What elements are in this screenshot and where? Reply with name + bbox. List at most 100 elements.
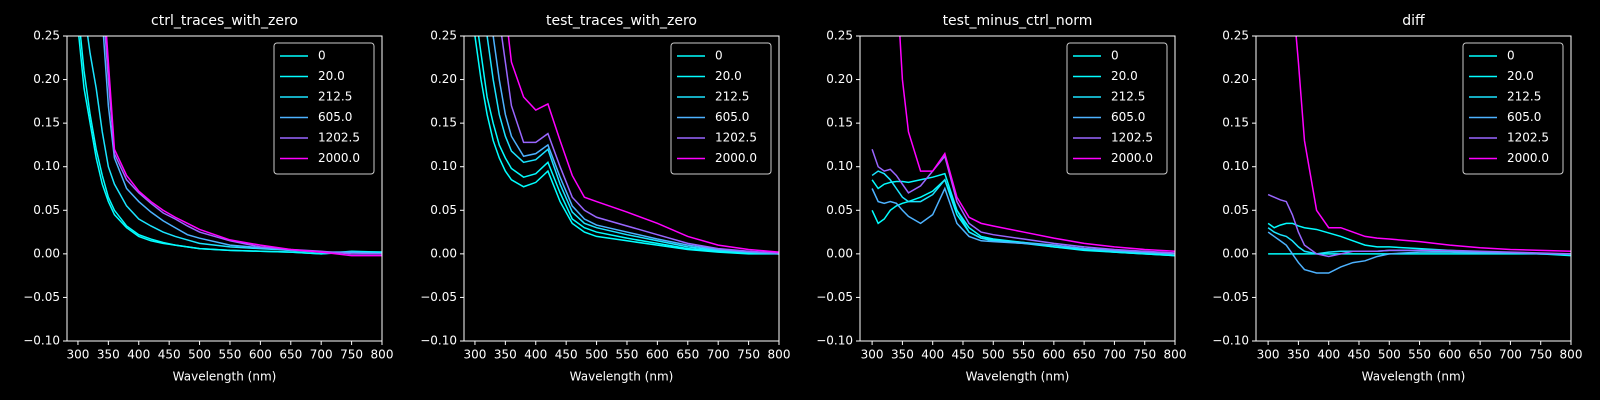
y-tick-label: 0.20 — [826, 72, 853, 86]
x-tick-label: 550 — [219, 348, 242, 362]
y-tick-label: 0.25 — [430, 29, 457, 43]
x-tick-label: 600 — [646, 348, 669, 362]
x-tick-label: 600 — [1438, 348, 1461, 362]
y-tick-label: 0.20 — [430, 72, 457, 86]
x-tick-label: 350 — [97, 348, 120, 362]
x-tick-label: 500 — [585, 348, 608, 362]
x-tick-label: 600 — [249, 348, 272, 362]
axes-frame — [859, 35, 1176, 342]
y-tick-label: 0.25 — [826, 29, 853, 43]
legend: 0 20.0 212.5 605.0 1202.5 2000.0 — [1462, 42, 1564, 175]
y-tick-label: 0.25 — [33, 29, 60, 43]
x-tick-label: 500 — [1378, 348, 1401, 362]
legend-label: 605.0 — [1111, 110, 1145, 124]
y-tick-label: 0.10 — [1222, 159, 1249, 173]
x-tick-label: 700 — [707, 348, 730, 362]
subplot: test_minus_ctrl_norm Wavelength (nm) 300 35… — [816, 13, 1187, 384]
x-tick-label: 550 — [616, 348, 639, 362]
y-tick-label: 0.15 — [1222, 116, 1249, 130]
series-line — [1267, 231, 1571, 274]
legend-label: 605.0 — [1507, 110, 1541, 124]
legend: 0 20.0 212.5 605.0 1202.5 2000.0 — [273, 42, 375, 175]
x-tick-label: 500 — [982, 348, 1005, 362]
x-tick-label: 400 — [524, 348, 547, 362]
x-tick-label: 350 — [1287, 348, 1310, 362]
x-tick-label: 650 — [279, 348, 302, 362]
x-tick-label: 700 — [1103, 348, 1126, 362]
subplot: diff Wavelength (nm) 300 350 400 450 500 550 600… — [1212, 13, 1583, 384]
x-tick-label: 650 — [676, 348, 699, 362]
y-tick-label: 0.00 — [430, 246, 457, 260]
axes-frame — [1255, 35, 1572, 342]
series-line — [899, 36, 1175, 252]
plot-area — [474, 36, 779, 255]
x-tick-label: 450 — [158, 348, 181, 362]
x-axis-label: Wavelength (nm) — [1362, 370, 1466, 384]
x-tick-label: 550 — [1408, 348, 1431, 362]
y-tick-label: 0.10 — [826, 159, 853, 173]
x-tick-label: 300 — [66, 348, 89, 362]
series-line — [102, 36, 382, 255]
y-tick-label: −0.10 — [420, 334, 457, 348]
x-tick-label: 800 — [1164, 348, 1187, 362]
series-line — [486, 36, 779, 255]
series-line — [1295, 36, 1571, 252]
x-tick-label: 800 — [1560, 348, 1583, 362]
series-line — [500, 36, 779, 254]
legend-label: 0 — [1111, 49, 1119, 63]
legend-label: 2000.0 — [318, 151, 360, 165]
legend-label: 2000.0 — [1111, 151, 1153, 165]
legend: 0 20.0 212.5 605.0 1202.5 2000.0 — [1066, 42, 1168, 175]
y-tick-label: 0.15 — [430, 116, 457, 130]
subplot-title: test_traces_with_zero — [546, 13, 697, 29]
x-tick-label: 650 — [1073, 348, 1096, 362]
x-tick-label: 450 — [555, 348, 578, 362]
subplot-title: test_minus_ctrl_norm — [943, 13, 1093, 29]
series-line — [871, 186, 1175, 255]
y-tick-label: 0.05 — [826, 203, 853, 217]
y-tick-label: −0.05 — [1212, 290, 1249, 304]
x-tick-label: 800 — [371, 348, 394, 362]
x-tick-label: 450 — [952, 348, 975, 362]
x-tick-label: 700 — [1499, 348, 1522, 362]
x-tick-label: 750 — [1529, 348, 1552, 362]
legend: 0 20.0 212.5 605.0 1202.5 2000.0 — [670, 42, 772, 175]
x-tick-label: 300 — [1257, 348, 1280, 362]
axes-frame — [463, 35, 780, 342]
y-tick-label: 0.15 — [826, 116, 853, 130]
y-tick-label: 0.00 — [1222, 246, 1249, 260]
x-axis-label: Wavelength (nm) — [966, 370, 1070, 384]
legend-label: 20.0 — [318, 69, 345, 83]
plot-area — [871, 36, 1175, 257]
y-tick-label: 0.05 — [33, 203, 60, 217]
plot-area — [1267, 36, 1571, 274]
y-tick-label: 0.20 — [1222, 72, 1249, 86]
x-tick-label: 400 — [127, 348, 150, 362]
legend-label: 0 — [318, 49, 326, 63]
x-tick-label: 800 — [768, 348, 791, 362]
x-tick-label: 600 — [1042, 348, 1065, 362]
series-line — [474, 36, 779, 255]
x-tick-label: 450 — [1348, 348, 1371, 362]
legend-label: 212.5 — [318, 90, 352, 104]
series-line — [871, 149, 1175, 254]
y-tick-label: 0.00 — [33, 246, 60, 260]
series-line — [477, 36, 779, 255]
subplot: test_traces_with_zero Wavelength (nm) 300 3… — [420, 13, 791, 384]
x-tick-label: 650 — [1469, 348, 1492, 362]
x-tick-label: 350 — [891, 348, 914, 362]
y-tick-label: 0.10 — [33, 159, 60, 173]
x-tick-label: 300 — [463, 348, 486, 362]
legend-label: 20.0 — [715, 69, 742, 83]
x-tick-label: 400 — [921, 348, 944, 362]
series-line — [79, 36, 382, 255]
legend-label: 0 — [715, 49, 723, 63]
legend-label: 605.0 — [318, 110, 352, 124]
y-tick-label: 0.20 — [33, 72, 60, 86]
x-tick-label: 700 — [310, 348, 333, 362]
y-tick-label: −0.10 — [23, 334, 60, 348]
series-line — [1267, 227, 1571, 255]
y-tick-label: 0.00 — [826, 246, 853, 260]
y-tick-label: −0.05 — [420, 290, 457, 304]
